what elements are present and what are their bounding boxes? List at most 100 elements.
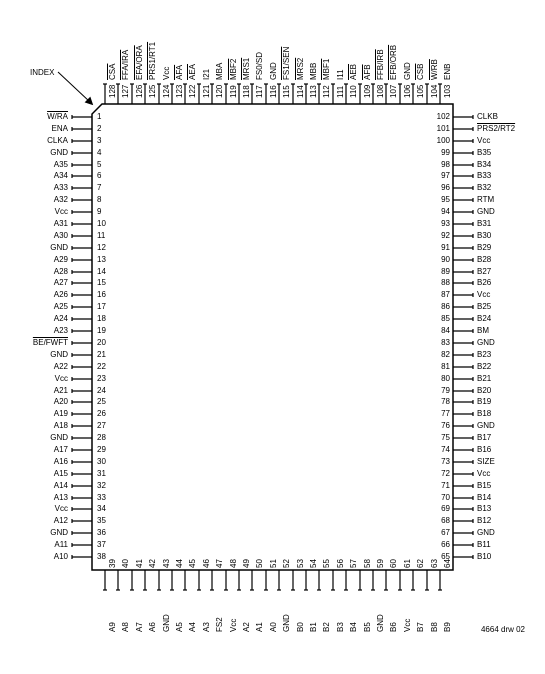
pin-number: 56 — [336, 559, 345, 568]
pin-label: W/RB — [430, 59, 439, 80]
pin-label: GND — [162, 614, 171, 632]
pin-label: B13 — [477, 504, 491, 513]
pin-number: 46 — [202, 559, 211, 568]
pin-number: 96 — [434, 183, 450, 192]
pin-label: AEA — [188, 64, 197, 80]
pin-number: 67 — [434, 528, 450, 537]
pin-label: BE/FWFT — [33, 338, 68, 347]
pin-label: B3 — [336, 622, 345, 632]
pin-label: SIZE — [477, 457, 495, 466]
pin-label: CLKB — [477, 112, 498, 121]
pin-label: A31 — [54, 219, 68, 228]
pin-label: RTM — [477, 195, 494, 204]
pin-label: I11 — [336, 69, 345, 80]
pin-label: A24 — [54, 314, 68, 323]
pin-number: 47 — [215, 559, 224, 568]
pin-number: 42 — [148, 559, 157, 568]
pin-number: 5 — [97, 160, 113, 169]
pin-label: A29 — [54, 255, 68, 264]
pin-number: 43 — [162, 559, 171, 568]
pin-number: 8 — [97, 195, 113, 204]
pin-label: AFB — [363, 64, 372, 80]
pin-number: 32 — [97, 481, 113, 490]
pin-label: A15 — [54, 469, 68, 478]
pin-number: 29 — [97, 445, 113, 454]
pin-label: A16 — [54, 457, 68, 466]
drawing-number: 4664 drw 02 — [481, 625, 525, 634]
pin-label: B29 — [477, 243, 491, 252]
pin-number: 98 — [434, 160, 450, 169]
pin-number: 108 — [376, 85, 385, 98]
pin-label: A18 — [54, 421, 68, 430]
pin-number: 44 — [175, 559, 184, 568]
pin-label: AFA — [175, 65, 184, 80]
pin-label: A4 — [188, 622, 197, 632]
pin-number: 120 — [215, 85, 224, 98]
pin-number: 7 — [97, 183, 113, 192]
pin-number: 82 — [434, 350, 450, 359]
pin-label: Vcc — [477, 136, 490, 145]
pin-label: B6 — [389, 622, 398, 632]
pin-number: 50 — [255, 559, 264, 568]
pin-label: B11 — [477, 540, 491, 549]
pin-number: 72 — [434, 469, 450, 478]
pin-number: 121 — [202, 85, 211, 98]
pin-number: 73 — [434, 457, 450, 466]
pin-label: FFA/IRA — [121, 50, 130, 80]
pin-label: FFB/IRB — [376, 49, 385, 80]
pin-number: 12 — [97, 243, 113, 252]
pin-label: A26 — [54, 290, 68, 299]
pin-number: 2 — [97, 124, 113, 133]
pin-label: GND — [269, 62, 278, 80]
pin-label: A7 — [135, 622, 144, 632]
pin-number: 116 — [269, 85, 278, 98]
pin-number: 3 — [97, 136, 113, 145]
pin-label: A0 — [269, 622, 278, 632]
pin-number: 79 — [434, 386, 450, 395]
pin-label: B0 — [296, 622, 305, 632]
pin-number: 69 — [434, 504, 450, 513]
pin-label: GND — [477, 338, 495, 347]
pin-label: A34 — [54, 171, 68, 180]
pin-label: A9 — [108, 622, 117, 632]
pin-label: MBA — [215, 63, 224, 80]
pin-number: 22 — [97, 362, 113, 371]
pin-label: B16 — [477, 445, 491, 454]
pin-number: 75 — [434, 433, 450, 442]
pin-label: B4 — [349, 622, 358, 632]
pin-number: 90 — [434, 255, 450, 264]
pin-number: 60 — [389, 559, 398, 568]
pin-number: 77 — [434, 409, 450, 418]
pin-number: 1 — [97, 112, 113, 121]
pin-label: B31 — [477, 219, 491, 228]
pin-number: 70 — [434, 493, 450, 502]
pin-number: 48 — [229, 559, 238, 568]
pin-label: I21 — [202, 69, 211, 80]
pin-label: B28 — [477, 255, 491, 264]
pin-label: B9 — [443, 622, 452, 632]
pin-number: 125 — [148, 85, 157, 98]
pin-number: 25 — [97, 397, 113, 406]
pin-label: A8 — [121, 622, 130, 632]
pin-label: GND — [403, 62, 412, 80]
pin-number: 64 — [443, 559, 452, 568]
pin-number: 24 — [97, 386, 113, 395]
pin-number: 62 — [416, 559, 425, 568]
pin-number: 34 — [97, 504, 113, 513]
pin-label: GND — [50, 243, 68, 252]
pin-label: FS2 — [215, 617, 224, 632]
pin-label: A11 — [54, 540, 68, 549]
pin-number: 66 — [434, 540, 450, 549]
pin-label: A35 — [54, 160, 68, 169]
pin-number: 57 — [349, 559, 358, 568]
pin-number: 106 — [403, 85, 412, 98]
pin-number: 37 — [97, 540, 113, 549]
pin-label: B2 — [322, 622, 331, 632]
pin-label: A3 — [202, 622, 211, 632]
pin-label: BM — [477, 326, 489, 335]
pin-number: 31 — [97, 469, 113, 478]
pin-label: B27 — [477, 267, 491, 276]
pin-number: 128 — [108, 85, 117, 98]
pin-label: CSB — [416, 64, 425, 80]
pin-label: GND — [477, 528, 495, 537]
